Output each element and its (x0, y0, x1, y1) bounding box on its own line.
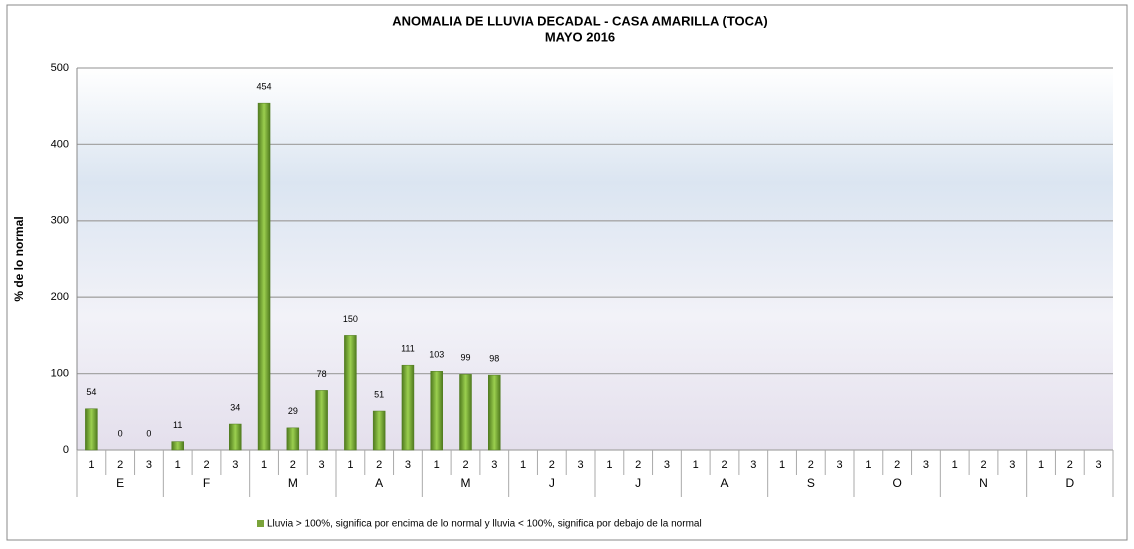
x-tick-label: 1 (261, 459, 267, 471)
bar (488, 374, 501, 451)
data-label: 103 (429, 350, 444, 360)
group-label: O (892, 476, 901, 490)
x-tick-label: 2 (980, 459, 986, 471)
data-label: 11 (173, 420, 182, 430)
x-tick-label: 1 (1038, 459, 1044, 471)
x-tick-label: 1 (865, 459, 871, 471)
x-tick-label: 1 (347, 459, 353, 471)
x-tick-label: 1 (434, 459, 440, 471)
x-tick-label: 1 (520, 459, 526, 471)
chart-subtitle: MAYO 2016 (545, 29, 615, 44)
data-label: 51 (374, 389, 384, 399)
bar (315, 390, 328, 451)
x-tick-label: 3 (146, 459, 152, 471)
plot-area (77, 68, 1113, 450)
x-tick-label: 3 (1096, 459, 1102, 471)
x-tick-label: 2 (1067, 459, 1073, 471)
x-tick-label: 2 (894, 459, 900, 471)
bar (401, 364, 415, 451)
x-tick-label: 3 (750, 459, 756, 471)
x-tick-label: 2 (549, 459, 555, 471)
data-label: 99 (460, 353, 470, 363)
data-label: 111 (401, 344, 415, 354)
group-label: A (720, 476, 728, 490)
x-tick-label: 3 (664, 459, 670, 471)
data-label: 78 (317, 369, 327, 379)
y-tick-label: 200 (51, 291, 69, 303)
x-tick-label: 2 (376, 459, 382, 471)
group-label: D (1065, 476, 1074, 490)
x-tick-label: 3 (491, 459, 497, 471)
data-label: 29 (288, 406, 298, 416)
x-tick-label: 2 (117, 459, 123, 471)
x-tick-label: 3 (578, 459, 584, 471)
data-label: 34 (230, 402, 240, 412)
x-tick-label: 1 (693, 459, 699, 471)
bar (171, 441, 184, 451)
y-tick-label: 300 (51, 215, 69, 227)
group-label: M (288, 476, 298, 490)
bar (85, 408, 98, 451)
y-tick-label: 0 (63, 444, 69, 456)
data-label: 150 (343, 314, 358, 324)
y-tick-label: 500 (51, 62, 69, 74)
group-label: N (979, 476, 988, 490)
x-tick-label: 2 (808, 459, 814, 471)
group-label: E (116, 476, 124, 490)
bar (459, 374, 472, 451)
x-tick-label: 2 (462, 459, 468, 471)
y-tick-label: 100 (51, 368, 69, 380)
bar (372, 410, 386, 451)
group-label: F (203, 476, 210, 490)
x-tick-label: 2 (290, 459, 296, 471)
y-tick-label: 400 (51, 138, 69, 150)
legend-label: Lluvia > 100%, significa por encima de l… (267, 519, 702, 530)
bar (229, 423, 242, 451)
chart-title: ANOMALIA DE LLUVIA DECADAL - CASA AMARIL… (392, 13, 768, 28)
legend-marker (257, 520, 264, 527)
group-label: A (375, 476, 383, 490)
x-tick-label: 3 (405, 459, 411, 471)
x-tick-label: 2 (635, 459, 641, 471)
bar (344, 335, 357, 451)
group-label: J (635, 476, 641, 490)
group-label: S (807, 476, 815, 490)
x-tick-label: 3 (923, 459, 929, 471)
bar (286, 427, 300, 451)
data-label: 98 (489, 354, 499, 364)
x-tick-label: 3 (319, 459, 325, 471)
x-tick-label: 3 (837, 459, 843, 471)
x-tick-label: 3 (232, 459, 238, 471)
data-label: 0 (146, 428, 151, 438)
y-axis-label: % de lo normal (12, 216, 26, 301)
x-tick-label: 2 (721, 459, 727, 471)
x-tick-label: 2 (203, 459, 209, 471)
data-label: 0 (118, 428, 123, 438)
x-tick-label: 1 (952, 459, 958, 471)
group-label: M (461, 476, 471, 490)
bar (257, 102, 271, 451)
group-label: J (549, 476, 555, 490)
bar (430, 371, 443, 451)
data-label: 454 (257, 82, 272, 92)
x-tick-label: 1 (779, 459, 785, 471)
x-tick-label: 1 (88, 459, 94, 471)
x-tick-label: 1 (606, 459, 612, 471)
x-tick-label: 3 (1009, 459, 1015, 471)
data-label: 54 (86, 387, 96, 397)
x-tick-label: 1 (175, 459, 181, 471)
